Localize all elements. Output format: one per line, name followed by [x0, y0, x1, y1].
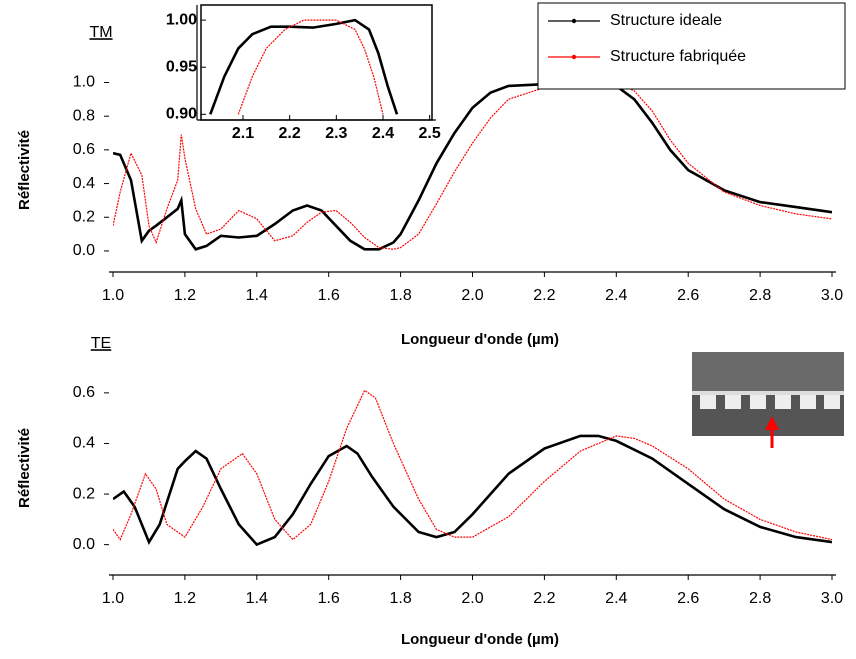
plot: 1.0 1.2 1.4 1.6 1.8 2.0 2.2 2.4 2.6 2.8 3.0 0.0 0.2 0…: [16, 2, 846, 348]
y-tick-label: 0.4: [73, 175, 95, 192]
series-line: [113, 81, 832, 250]
y-tick-label: 0.8: [73, 107, 95, 124]
x-tick-label: 2.2: [279, 125, 301, 142]
x-tick-label: 1.6: [318, 590, 340, 607]
x-tick-label: 3.0: [821, 590, 843, 607]
x-axis-title: Longueur d'onde (µm): [401, 631, 559, 648]
plot: 2.1 2.2 2.3 2.4 2.5 0.90 0.95 1.00: [166, 4, 441, 142]
x-tick-label: 2.8: [749, 287, 771, 304]
sem-image: [692, 352, 844, 448]
x-tick-label: 3.0: [821, 287, 843, 304]
panel-label: TE: [91, 335, 111, 352]
x-axis-title: Longueur d'onde (µm): [401, 331, 559, 348]
x-tick-label: 1.4: [246, 590, 268, 607]
x-tick-label: 2.8: [749, 590, 771, 607]
series-line: [113, 81, 832, 251]
panel-label: TM: [89, 24, 112, 41]
x-tick-label: 1.2: [174, 590, 196, 607]
x-tick-label: 2.5: [419, 125, 441, 142]
series-line: [209, 18, 399, 115]
x-tick-label: 1.8: [389, 287, 411, 304]
x-tick-label: 1.2: [174, 287, 196, 304]
y-tick-label: 0.6: [73, 141, 95, 158]
series-line: [113, 434, 832, 547]
y-tick-label: 0.4: [73, 435, 95, 452]
series-line: [237, 19, 384, 115]
y-tick-label: 0.2: [73, 208, 95, 225]
legend-label: Structure fabriquée: [610, 48, 746, 65]
y-axis-title: Réflectivité: [16, 130, 33, 210]
x-tick-label: 2.4: [605, 590, 627, 607]
x-tick-label: 2.6: [677, 287, 699, 304]
y-tick-label: 1.0: [73, 74, 95, 91]
y-tick-label: 0.0: [73, 536, 95, 553]
plot: 1.0 1.2 1.4 1.6 1.8 2.0 2.2 2.4 2.6 2.8 3.0 0.0 0.2 0…: [16, 335, 843, 648]
x-tick-label: 2.2: [533, 590, 555, 607]
x-tick-label: 1.0: [102, 287, 124, 304]
y-tick-label: 0.95: [166, 58, 197, 75]
y-tick-label: 0.6: [73, 384, 95, 401]
inset-frame: [200, 4, 433, 121]
x-tick-label: 2.6: [677, 590, 699, 607]
x-tick-label: 2.0: [461, 590, 483, 607]
legend-box: [537, 2, 846, 90]
x-tick-label: 1.6: [318, 287, 340, 304]
y-tick-label: 0.90: [166, 106, 197, 123]
legend-marker: [571, 18, 577, 24]
x-tick-label: 2.4: [372, 125, 394, 142]
x-tick-label: 1.8: [389, 590, 411, 607]
x-tick-label: 2.1: [232, 125, 254, 142]
legend-label: Structure ideale: [610, 12, 722, 29]
x-tick-label: 2.3: [325, 125, 347, 142]
x-tick-label: 2.0: [461, 287, 483, 304]
x-tick-label: 1.0: [102, 590, 124, 607]
series-line: [113, 389, 832, 541]
x-tick-label: 1.4: [246, 287, 268, 304]
x-tick-label: 2.2: [533, 287, 555, 304]
y-tick-label: 1.00: [166, 11, 197, 28]
legend-marker: [571, 54, 577, 60]
y-tick-label: 0.0: [73, 242, 95, 259]
x-tick-label: 2.4: [605, 287, 627, 304]
y-axis-title: Réflectivité: [16, 428, 33, 508]
y-tick-label: 0.2: [73, 485, 95, 502]
